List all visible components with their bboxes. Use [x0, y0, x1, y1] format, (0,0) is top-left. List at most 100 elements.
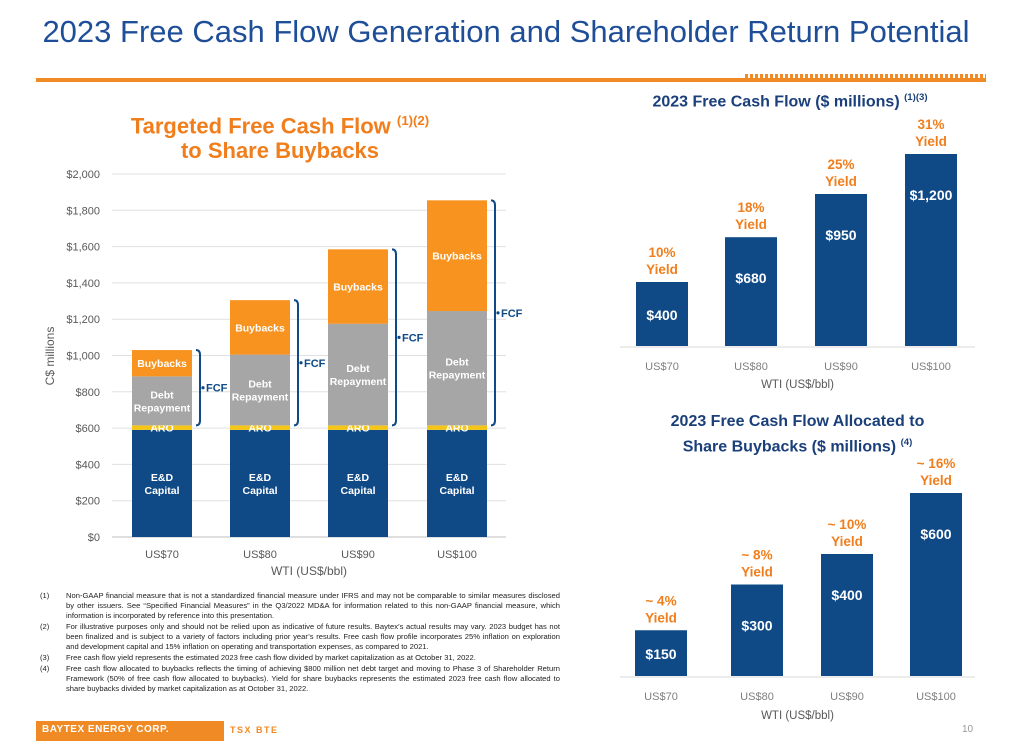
segment-label: ARO [248, 423, 271, 435]
segment-label: Buybacks [333, 282, 383, 294]
yield-percent-label: 10% [648, 245, 675, 260]
bar-segment-e-d-capital [230, 429, 290, 537]
segment-label: ARO [346, 423, 369, 435]
x-tick-label: US$90 [824, 361, 858, 373]
y-axis-label: C$ millions [43, 327, 57, 386]
bar-value-label: $950 [825, 227, 856, 243]
bar-segment-debt-repayment [427, 311, 487, 426]
footnote-text: For illustrative purposes only and shoul… [66, 622, 560, 651]
footnote: (1) Non-GAAP financial measure that is n… [40, 591, 560, 621]
x-tick-label: US$80 [243, 549, 277, 561]
yield-word-label: Yield [831, 534, 863, 549]
bar-segment-buybacks [230, 300, 290, 355]
fcf-bracket [293, 299, 299, 427]
x-tick-label: US$100 [911, 361, 951, 373]
segment-label: Repayment [134, 402, 191, 414]
header-rule-hatch [745, 74, 986, 78]
bar-segment-e-d-capital [328, 429, 388, 537]
right-top-chart-title: 2023 Free Cash Flow ($ millions) (1)(3) [610, 92, 970, 111]
left-chart-title-line2: to Share Buybacks [180, 138, 380, 164]
bar-value-label: $600 [920, 526, 951, 542]
bar [815, 194, 867, 346]
segment-label: Capital [144, 485, 179, 497]
footnote-number: (3) [40, 653, 50, 662]
segment-label: Capital [242, 485, 277, 497]
x-tick-label: US$90 [830, 691, 864, 703]
segment-label: E&D [347, 472, 370, 484]
x-tick-label: US$70 [644, 691, 678, 703]
bar [905, 154, 957, 346]
y-tick-label: $1,000 [66, 351, 100, 363]
yield-word-label: Yield [741, 565, 773, 580]
bar-segment-aro [230, 425, 290, 430]
fcf-bracket-tick [201, 386, 205, 390]
yield-percent-label: ~ 4% [645, 593, 676, 608]
footnote: (4) Free cash flow allocated to buybacks… [40, 664, 560, 694]
y-tick-label: $800 [76, 387, 100, 399]
bar-value-label: $400 [831, 587, 862, 603]
fcf-bracket [391, 248, 397, 427]
segment-label: ARO [445, 423, 468, 435]
segment-label: Buybacks [137, 358, 187, 370]
footnote: (2) For illustrative purposes only and s… [40, 622, 560, 652]
bar-value-label: $300 [741, 618, 772, 634]
segment-label: Capital [340, 485, 375, 497]
y-tick-label: $1,600 [66, 242, 100, 254]
bar-value-label: $1,200 [910, 187, 953, 203]
ticker-symbol: TSX BTE [230, 725, 279, 735]
fcf-bracket-tick [299, 361, 303, 365]
bar [821, 554, 873, 676]
footnote-number: (1) [40, 591, 50, 600]
x-axis-label: WTI (US$/bbl) [761, 379, 834, 391]
header-rule [36, 78, 986, 82]
page-number: 10 [962, 724, 974, 735]
bar [910, 493, 962, 676]
y-tick-label: $1,400 [66, 278, 100, 290]
segment-label: Debt [445, 357, 469, 369]
yield-percent-label: ~ 8% [741, 548, 772, 563]
bar [725, 237, 777, 346]
segment-label: E&D [151, 472, 174, 484]
slide-title: 2023 Free Cash Flow Generation and Share… [42, 14, 970, 49]
bar-segment-buybacks [132, 350, 192, 377]
right-top-chart-title-sup: (1)(3) [904, 92, 928, 103]
y-tick-label: $600 [76, 423, 100, 435]
yield-word-label: Yield [735, 217, 767, 232]
right-bottom-chart-title-line2: Share Buybacks ($ millions) [682, 438, 897, 456]
segment-label: Repayment [232, 391, 289, 403]
yield-percent-label: 18% [737, 200, 764, 215]
bar-segment-buybacks [328, 249, 388, 324]
y-tick-label: $200 [76, 496, 100, 508]
footnotes: (1) Non-GAAP financial measure that is n… [40, 591, 560, 695]
x-axis-label: WTI (US$/bbl) [761, 710, 834, 722]
footnote-text: Free cash flow yield represents the esti… [66, 653, 476, 662]
footnote-text: Free cash flow allocated to buybacks ref… [66, 664, 560, 693]
segment-label: Repayment [429, 370, 486, 382]
bar-value-label: $680 [735, 270, 766, 286]
segment-label: E&D [249, 472, 272, 484]
bar-segment-aro [427, 425, 487, 430]
bar-segment-aro [328, 425, 388, 430]
x-tick-label: US$80 [734, 361, 768, 373]
bar [636, 282, 688, 346]
segment-label: Capital [439, 485, 474, 497]
footnote: (3) Free cash flow yield represents the … [40, 653, 560, 663]
yield-word-label: Yield [825, 174, 857, 189]
bar-segment-e-d-capital [427, 429, 487, 537]
bar-value-label: $150 [645, 646, 676, 662]
bar-value-label: $400 [646, 307, 677, 323]
fcf-bracket-tick [397, 335, 401, 339]
bar-segment-debt-repayment [132, 376, 192, 426]
left-chart-title: Targeted Free Cash Flow (1)(2) to Share … [100, 108, 460, 163]
left-chart-title-sup: (1)(2) [396, 113, 430, 128]
bar-segment-buybacks [427, 200, 487, 312]
segment-label: ARO [150, 423, 173, 435]
segment-label: Repayment [330, 376, 387, 388]
fcf-label: FCF [304, 358, 326, 370]
bar-segment-e-d-capital [132, 429, 192, 537]
ticker-box [222, 721, 326, 741]
bar [731, 584, 783, 676]
fcf-label: FCF [402, 332, 424, 344]
yield-percent-label: 31% [917, 117, 944, 132]
